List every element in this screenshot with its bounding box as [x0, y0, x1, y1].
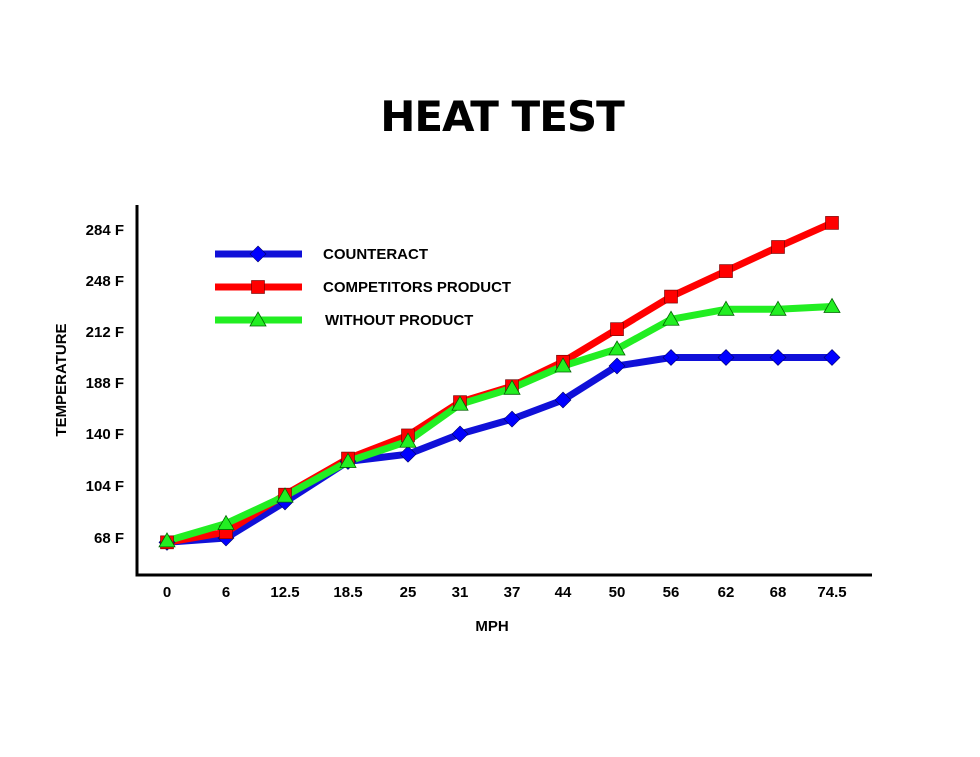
- y-tick-label: 284 F: [86, 222, 124, 239]
- x-tick-label: 12.5: [270, 584, 299, 601]
- data-point-series-1: [662, 349, 680, 366]
- y-tick-label: 104 F: [86, 478, 124, 495]
- legend-label: COUNTERACT: [323, 246, 428, 263]
- data-point-series-3: [399, 432, 417, 448]
- y-tick-label: 212 F: [86, 324, 124, 341]
- data-point-series-2: [771, 240, 785, 254]
- y-tick-labels: 68 F 104 F 140 F 188 F 212 F 248 F 284 F: [86, 222, 124, 547]
- data-point-series-3: [503, 379, 521, 395]
- data-point-series-1: [717, 349, 735, 366]
- data-point-series-2: [664, 289, 678, 304]
- x-tick-label: 18.5: [333, 584, 362, 601]
- x-tick-label: 74.5: [817, 584, 846, 601]
- x-tick-label: 25: [400, 584, 417, 601]
- x-tick-label: 6: [222, 584, 230, 601]
- y-tick-label: 188 F: [86, 375, 124, 392]
- data-point-series-3: [554, 357, 572, 373]
- x-tick-label: 37: [504, 584, 521, 601]
- data-point-series-3: [717, 300, 735, 316]
- legend: COUNTERACT COMPETITORS PRODUCT WITHOUT PRO…: [215, 245, 511, 329]
- y-tick-label: 248 F: [86, 273, 124, 290]
- x-tick-label: 56: [663, 584, 680, 601]
- legend-marker: [249, 245, 267, 263]
- data-point-series-2: [719, 264, 733, 278]
- x-tick-label: 31: [452, 584, 469, 601]
- data-point-series-2: [610, 322, 624, 336]
- x-tick-labels: 0 6 12.5 18.5 25 31 37 44 50 56 62 68 74.5: [163, 584, 847, 601]
- data-point-series-3: [339, 452, 357, 468]
- data-point-series-3: [823, 297, 841, 313]
- chart-title: HEAT TEST: [380, 92, 625, 141]
- legend-label: COMPETITORS PRODUCT: [323, 279, 511, 296]
- x-tick-label: 62: [718, 584, 735, 601]
- data-point-series-3: [608, 340, 626, 356]
- series-line-1: [163, 354, 836, 546]
- data-point-series-3: [158, 532, 176, 548]
- series-markers: [158, 216, 841, 551]
- y-tick-label: 68 F: [94, 530, 124, 547]
- data-point-series-1: [503, 410, 521, 428]
- legend-marker: [249, 311, 267, 327]
- x-tick-label: 68: [770, 584, 787, 601]
- x-axis-label: MPH: [475, 618, 508, 635]
- data-point-series-3: [217, 514, 235, 530]
- data-point-series-2: [825, 216, 839, 230]
- data-point-series-1: [769, 349, 787, 366]
- legend-marker: [251, 280, 265, 294]
- data-point-series-3: [769, 300, 787, 316]
- data-point-series-3: [276, 487, 294, 503]
- data-point-series-1: [823, 349, 841, 366]
- data-point-series-3: [662, 310, 680, 326]
- data-point-series-1: [399, 445, 417, 463]
- data-point-series-3: [451, 395, 469, 411]
- x-tick-label: 44: [555, 584, 572, 601]
- x-tick-label: 0: [163, 584, 171, 601]
- x-tick-label: 50: [609, 584, 626, 601]
- y-tick-label: 140 F: [86, 426, 124, 443]
- legend-label: WITHOUT PRODUCT: [325, 312, 473, 329]
- data-point-series-1: [451, 425, 469, 443]
- y-axis-label: TEMPERATURE: [53, 323, 70, 436]
- data-point-series-1: [554, 391, 572, 409]
- axes: [135, 205, 872, 577]
- data-point-series-1: [608, 357, 626, 375]
